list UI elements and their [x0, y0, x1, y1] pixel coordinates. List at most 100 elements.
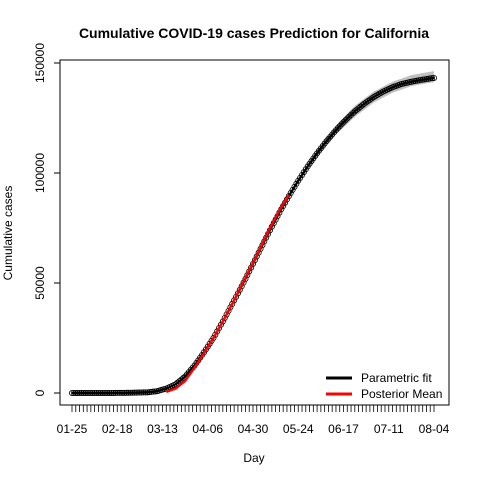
parametric-fit-point — [359, 102, 366, 109]
parametric-fit-point — [129, 389, 136, 396]
parametric-fit-point — [69, 389, 76, 396]
parametric-fit-point — [212, 331, 219, 338]
parametric-fit-point — [101, 389, 108, 396]
parametric-fit-point — [287, 190, 294, 197]
confidence-band-area — [260, 71, 434, 250]
parametric-fit-point — [340, 119, 347, 126]
parametric-fit-point — [332, 127, 339, 134]
parametric-fit-point — [293, 180, 300, 187]
parametric-fit-point — [134, 389, 141, 396]
parametric-fit-point — [227, 304, 234, 311]
parametric-fit-point — [102, 389, 109, 396]
confidence-band — [260, 71, 434, 250]
y-tick-label: 0 — [33, 389, 47, 396]
y-tick-label: 100000 — [33, 153, 47, 193]
parametric-fit-point — [355, 105, 362, 112]
parametric-fit-point — [80, 389, 87, 396]
parametric-fit-point — [114, 389, 121, 396]
legend-label: Posterior Mean — [361, 387, 442, 401]
parametric-fit-point — [430, 74, 437, 81]
parametric-fit-point — [172, 381, 179, 388]
parametric-fit-point — [150, 388, 157, 395]
parametric-fit-point — [93, 389, 100, 396]
x-tick-label: 04-30 — [238, 422, 269, 436]
parametric-fit-point — [91, 389, 98, 396]
parametric-fit-point — [104, 389, 111, 396]
parametric-fit-point — [342, 117, 349, 124]
parametric-fit-point — [151, 388, 158, 395]
parametric-fit-point — [127, 389, 134, 396]
x-tick-label: 04-06 — [192, 422, 223, 436]
parametric-fit-point — [142, 389, 149, 396]
plot-frame — [59, 59, 450, 406]
x-tick-label: 06-17 — [328, 422, 359, 436]
parametric-fit-point — [176, 378, 183, 385]
parametric-fit-point — [344, 115, 351, 122]
x-tick-label: 05-24 — [283, 422, 314, 436]
parametric-fit-point — [112, 389, 119, 396]
y-tick-label: 150000 — [33, 43, 47, 83]
parametric-fit-point — [225, 307, 232, 314]
parametric-fit-point — [146, 389, 153, 396]
parametric-fit-point — [289, 186, 296, 193]
parametric-fit-point — [148, 388, 155, 395]
x-tick-label: 01-25 — [57, 422, 88, 436]
parametric-fit-point — [108, 389, 115, 396]
parametric-fit-point — [336, 123, 343, 130]
parametric-fit-point — [357, 103, 364, 110]
parametric-fit-point — [346, 113, 353, 120]
parametric-fit-point — [349, 110, 356, 117]
parametric-fit-point — [78, 389, 85, 396]
parametric-fit-point — [223, 311, 230, 318]
y-tick-label: 50000 — [33, 266, 47, 300]
parametric-fit-point — [353, 106, 360, 113]
parametric-fit-point — [348, 111, 355, 118]
parametric-fit-point — [97, 389, 104, 396]
parametric-fit-point — [427, 75, 434, 82]
parametric-fit-point — [85, 389, 92, 396]
parametric-fit-point — [429, 75, 436, 82]
legend: Parametric fit Posterior Mean — [326, 371, 442, 401]
parametric-fit-point — [95, 389, 102, 396]
parametric-fit-point — [116, 389, 123, 396]
y-axis: 0 50000 100000 150000 — [33, 43, 61, 396]
parametric-fit-point — [110, 389, 117, 396]
parametric-fit-point — [351, 108, 358, 115]
x-tick-label: 02-18 — [102, 422, 133, 436]
parametric-fit-point — [76, 389, 83, 396]
parametric-fit-point — [217, 321, 224, 328]
parametric-fit-point — [89, 389, 96, 396]
parametric-fit-point — [119, 389, 126, 396]
parametric-fit-point — [178, 376, 185, 383]
parametric-fit-line — [72, 76, 435, 395]
parametric-fit-point — [136, 389, 143, 396]
parametric-fit-point — [74, 389, 81, 396]
x-tick-label: 08-04 — [419, 422, 450, 436]
parametric-fit-point — [285, 193, 292, 200]
parametric-fit-point — [144, 389, 151, 396]
x-axis: 01-25 02-18 03-13 04-06 04-30 05-24 06-17 07-11… — [57, 404, 450, 436]
parametric-fit-point — [214, 328, 221, 335]
parametric-fit-point — [221, 314, 228, 321]
parametric-fit-point — [121, 389, 128, 396]
parametric-fit-point — [70, 389, 77, 396]
parametric-fit-point — [84, 389, 91, 396]
parametric-fit-point — [140, 389, 147, 396]
y-axis-label: Cumulative cases — [1, 186, 15, 281]
parametric-fit-point — [174, 379, 181, 386]
parametric-fit-point — [219, 318, 226, 325]
parametric-fit-point — [87, 389, 94, 396]
parametric-fit-point — [291, 183, 298, 190]
posterior-mean-line — [165, 194, 290, 394]
parametric-fit-point — [338, 121, 345, 128]
parametric-fit-point — [118, 389, 125, 396]
parametric-fit-point — [72, 389, 79, 396]
parametric-fit-point — [82, 389, 89, 396]
parametric-fit-point — [138, 389, 145, 396]
legend-label: Parametric fit — [361, 371, 432, 385]
x-tick-label: 07-11 — [374, 422, 404, 436]
parametric-fit-point — [99, 389, 106, 396]
parametric-fit-point — [123, 389, 130, 396]
parametric-fit-point — [125, 389, 132, 396]
